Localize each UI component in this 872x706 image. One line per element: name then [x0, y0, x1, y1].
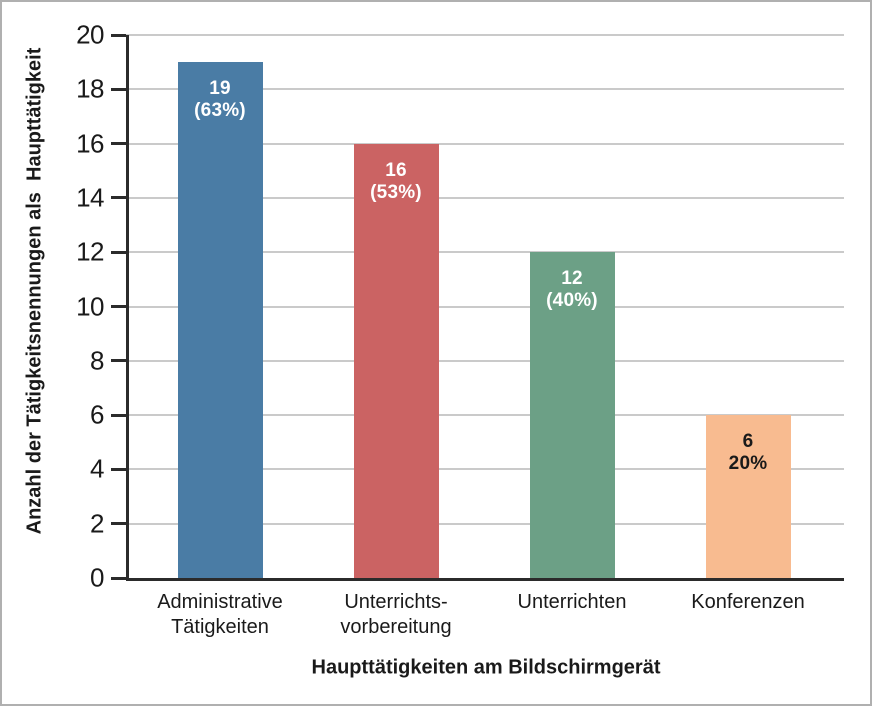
gridline	[126, 88, 844, 91]
gridline	[126, 34, 844, 36]
bar	[353, 143, 439, 579]
x-category-label-line: Administrative	[157, 591, 283, 613]
x-category-label: Konferenzen	[653, 590, 843, 615]
bar-label: 19 (63%)	[178, 78, 263, 122]
x-category-label: Unterrichten	[477, 590, 667, 615]
bar-label-line: 16	[385, 159, 407, 181]
bar-label: 16 (53%)	[354, 160, 439, 204]
gridline	[126, 468, 844, 471]
bar-label-line: 12	[561, 268, 583, 290]
bar-label-line: 6	[742, 431, 754, 453]
y-tick-label: 2	[90, 508, 104, 539]
x-category-label-line: Unterrichts-	[344, 591, 448, 613]
y-tick-label: 6	[90, 399, 104, 430]
y-tick	[111, 87, 126, 91]
bar-label-line: (63%)	[194, 100, 246, 122]
y-axis-line	[126, 35, 129, 581]
bar-label-line: (53%)	[370, 181, 422, 203]
x-category-label-line: vorbereitung	[340, 616, 452, 638]
gridline	[126, 251, 844, 254]
y-tick	[111, 576, 126, 580]
bar	[177, 62, 263, 579]
gridline	[126, 359, 844, 362]
bar-label-line: (40%)	[546, 290, 598, 312]
y-tick	[111, 305, 126, 308]
y-tick	[111, 359, 126, 363]
y-tick-label: 8	[90, 345, 104, 376]
x-category-label-line: Tätigkeiten	[171, 616, 269, 638]
y-tick	[111, 33, 126, 37]
y-tick	[111, 250, 126, 254]
bar-label: 6 20%	[706, 431, 791, 475]
y-tick-label: 0	[90, 562, 104, 593]
x-category-label-line: Konferenzen	[691, 591, 805, 613]
y-tick	[111, 142, 126, 146]
y-tick	[111, 522, 126, 526]
bar-label-line: 19	[209, 78, 231, 100]
y-tick-label: 10	[76, 291, 104, 321]
gridline	[126, 305, 844, 308]
y-tick-label: 16	[76, 128, 104, 159]
y-tick-label: 18	[76, 73, 104, 104]
y-tick-label: 20	[76, 19, 104, 50]
gridline	[126, 142, 844, 145]
x-category-label: Administrative Tätigkeiten	[125, 590, 315, 640]
bar	[529, 252, 615, 579]
gridline	[126, 196, 844, 199]
x-category-label: Unterrichts-vorbereitung	[301, 590, 491, 640]
gridline	[126, 414, 844, 417]
y-tick	[111, 467, 126, 471]
x-axis-line	[126, 578, 844, 581]
bar-label: 12 (40%)	[530, 268, 615, 312]
y-tick-label: 4	[90, 453, 104, 484]
y-tick-label: 12	[76, 236, 104, 267]
x-category-label-line: Unterrichten	[517, 591, 627, 613]
y-tick-label: 14	[76, 182, 104, 213]
y-tick	[111, 413, 126, 417]
x-axis-title: Haupttätigkeiten am Bildschirmgerät	[311, 656, 661, 679]
bar	[705, 415, 791, 579]
bar-label-line: 20%	[728, 453, 768, 475]
y-tick	[111, 196, 126, 200]
gridline	[126, 522, 844, 525]
